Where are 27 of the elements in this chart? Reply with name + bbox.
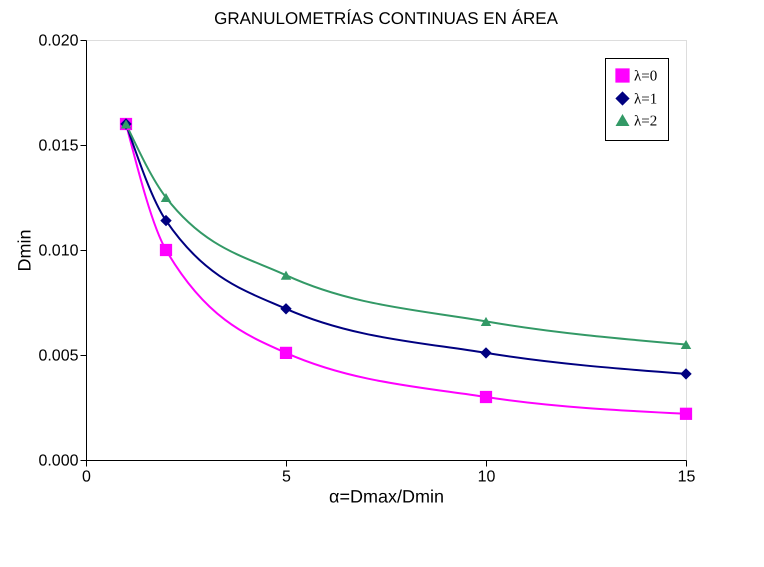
point [680, 408, 692, 420]
point [280, 270, 292, 280]
point [680, 368, 692, 380]
y-tick-label: 0.015 [38, 138, 79, 154]
y-tick-label: 0.020 [38, 32, 79, 50]
x-tick-label: 5 [282, 468, 292, 486]
y-tick-label: 0.005 [38, 348, 79, 364]
point [480, 316, 492, 326]
x-tick-label: 10 [478, 468, 496, 486]
y-tick-label: 0.000 [38, 452, 79, 470]
point [480, 347, 492, 359]
point [480, 390, 492, 404]
legend-label: λ=2 [634, 114, 658, 130]
y-axis-title: Dmin [14, 229, 34, 272]
point [280, 303, 292, 314]
legend-label: λ=1 [634, 92, 658, 108]
legend-label: λ=0 [634, 68, 658, 84]
point [160, 244, 172, 256]
y-tick-label: 0.010 [38, 242, 79, 260]
x-tick-label: 0 [82, 468, 92, 486]
point [160, 192, 172, 202]
x-tick-label: 15 [678, 468, 696, 486]
chart-title: GRANULOMETRÍAS CONTINUAS EN ÁREA [214, 9, 559, 28]
point [280, 346, 292, 360]
point [160, 214, 172, 226]
point [680, 340, 692, 350]
x-axis-title: α=Dmax/Dmin [329, 486, 444, 506]
